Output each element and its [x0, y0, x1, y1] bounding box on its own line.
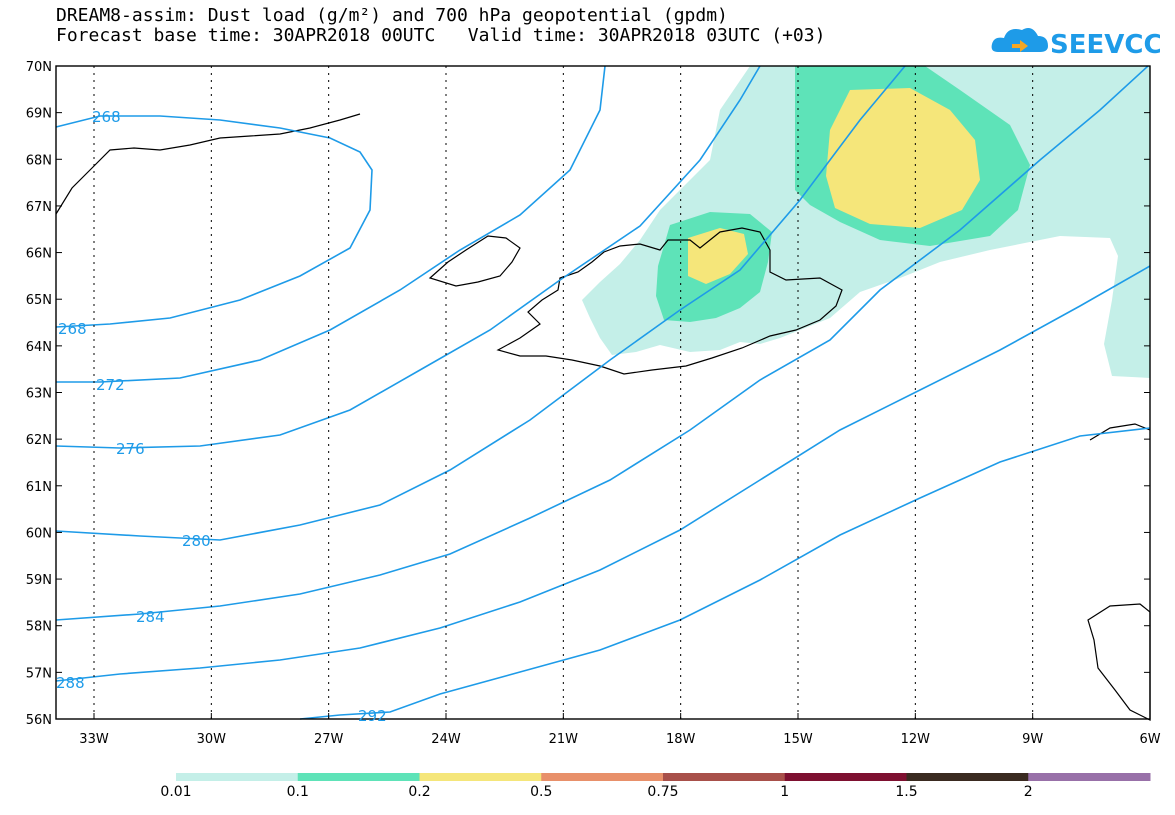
- longitude-label: 9W: [1022, 732, 1043, 747]
- contour-label: 268: [92, 108, 121, 126]
- contour-292: [299, 427, 1151, 720]
- logo-text: SEEVCCC: [1050, 30, 1160, 60]
- longitude-label: 6W: [1139, 732, 1160, 747]
- axis-ticks: [56, 65, 1151, 720]
- colorbar: [176, 773, 1151, 781]
- contour-288: [55, 265, 1151, 682]
- dust-field-layer: [582, 66, 1150, 378]
- contour-276: [55, 65, 761, 449]
- longitude-label: 12W: [901, 732, 931, 747]
- colorbar-label: 0.1: [286, 784, 309, 800]
- contour-label: 284: [136, 608, 165, 626]
- seevccc-logo: SEEVCCC: [991, 28, 1160, 60]
- colorbar-segment: [663, 773, 786, 781]
- contour-label: 280: [182, 532, 211, 550]
- longitude-label: 15W: [783, 732, 813, 747]
- latitude-label: 58N: [26, 620, 52, 635]
- latitude-label: 61N: [26, 480, 52, 495]
- colorbar-label: 0.2: [408, 784, 431, 800]
- dust-region-high: [826, 88, 980, 228]
- latitude-label: 64N: [26, 340, 52, 355]
- cloud-icon: [991, 28, 1048, 52]
- contour-268-upper: [55, 115, 373, 328]
- latitude-label: 62N: [26, 433, 52, 448]
- contour-272: [56, 65, 606, 383]
- longitude-label: 27W: [314, 732, 344, 747]
- contour-label: 288: [56, 674, 85, 692]
- latitude-label: 66N: [26, 247, 52, 262]
- latitude-label: 70N: [26, 60, 52, 75]
- contour-label: 268: [58, 320, 87, 338]
- colorbar-segment: [1028, 773, 1151, 781]
- scotland-coastline: [1087, 423, 1151, 721]
- contour-layer: [55, 65, 1151, 720]
- latitude-label: 69N: [26, 107, 52, 122]
- colorbar-label: 0.5: [530, 784, 553, 800]
- longitude-label: 33W: [79, 732, 109, 747]
- longitude-label: 21W: [549, 732, 579, 747]
- longitude-label: 24W: [431, 732, 461, 747]
- colorbar-label: 2: [1023, 784, 1033, 800]
- colorbar-segment: [297, 773, 420, 781]
- latitude-label: 63N: [26, 387, 52, 402]
- latitude-label: 65N: [26, 293, 52, 308]
- colorbar-label: 1: [780, 784, 790, 800]
- latitude-label: 67N: [26, 200, 52, 215]
- dust-region-high: [688, 228, 748, 284]
- colorbar-label: 1.5: [895, 784, 918, 800]
- colorbar-segment: [784, 773, 907, 781]
- greenland-coastline: [55, 113, 361, 215]
- latitude-label: 68N: [26, 153, 52, 168]
- longitude-label: 30W: [197, 732, 227, 747]
- arrow-icon: [1012, 40, 1028, 52]
- colorbar-segment: [419, 773, 542, 781]
- contour-label: 292: [358, 707, 387, 725]
- contour-284: [55, 65, 1149, 621]
- longitude-label: 18W: [666, 732, 696, 747]
- map-title: DREAM8-assim: Dust load (g/m²) and 700 h…: [56, 5, 728, 26]
- latitude-labels: 70N 69N 68N 67N 66N 65N 64N 63N 62N 61N 60N 59N 58N 5…: [26, 60, 52, 728]
- contour-280: [55, 65, 906, 541]
- latitude-label: 59N: [26, 573, 52, 588]
- latitude-label: 56N: [26, 713, 52, 728]
- longitude-labels: 33W 30W 27W 24W 21W 18W 15W 12W 9W 6W: [79, 732, 1160, 747]
- colorbar-segment: [906, 773, 1029, 781]
- colorbar-segment: [541, 773, 664, 781]
- westfjords-coastline: [428, 235, 521, 287]
- colorbar-segment: [176, 773, 299, 781]
- contour-label: 276: [116, 440, 145, 458]
- contour-label: 272: [96, 376, 125, 394]
- latitude-label: 60N: [26, 526, 52, 541]
- latitude-label: 57N: [26, 666, 52, 681]
- colorbar-label: 0.75: [647, 784, 679, 800]
- colorbar-label: 0.01: [160, 784, 192, 800]
- contour-labels: 268 268 272 276 280 284 288 292: [56, 108, 387, 725]
- map-subtitle: Forecast base time: 30APR2018 00UTC Vali…: [56, 25, 826, 46]
- map-plot-area: 268 268 272 276 280 284 288 292 70N 69N 68…: [26, 60, 1161, 747]
